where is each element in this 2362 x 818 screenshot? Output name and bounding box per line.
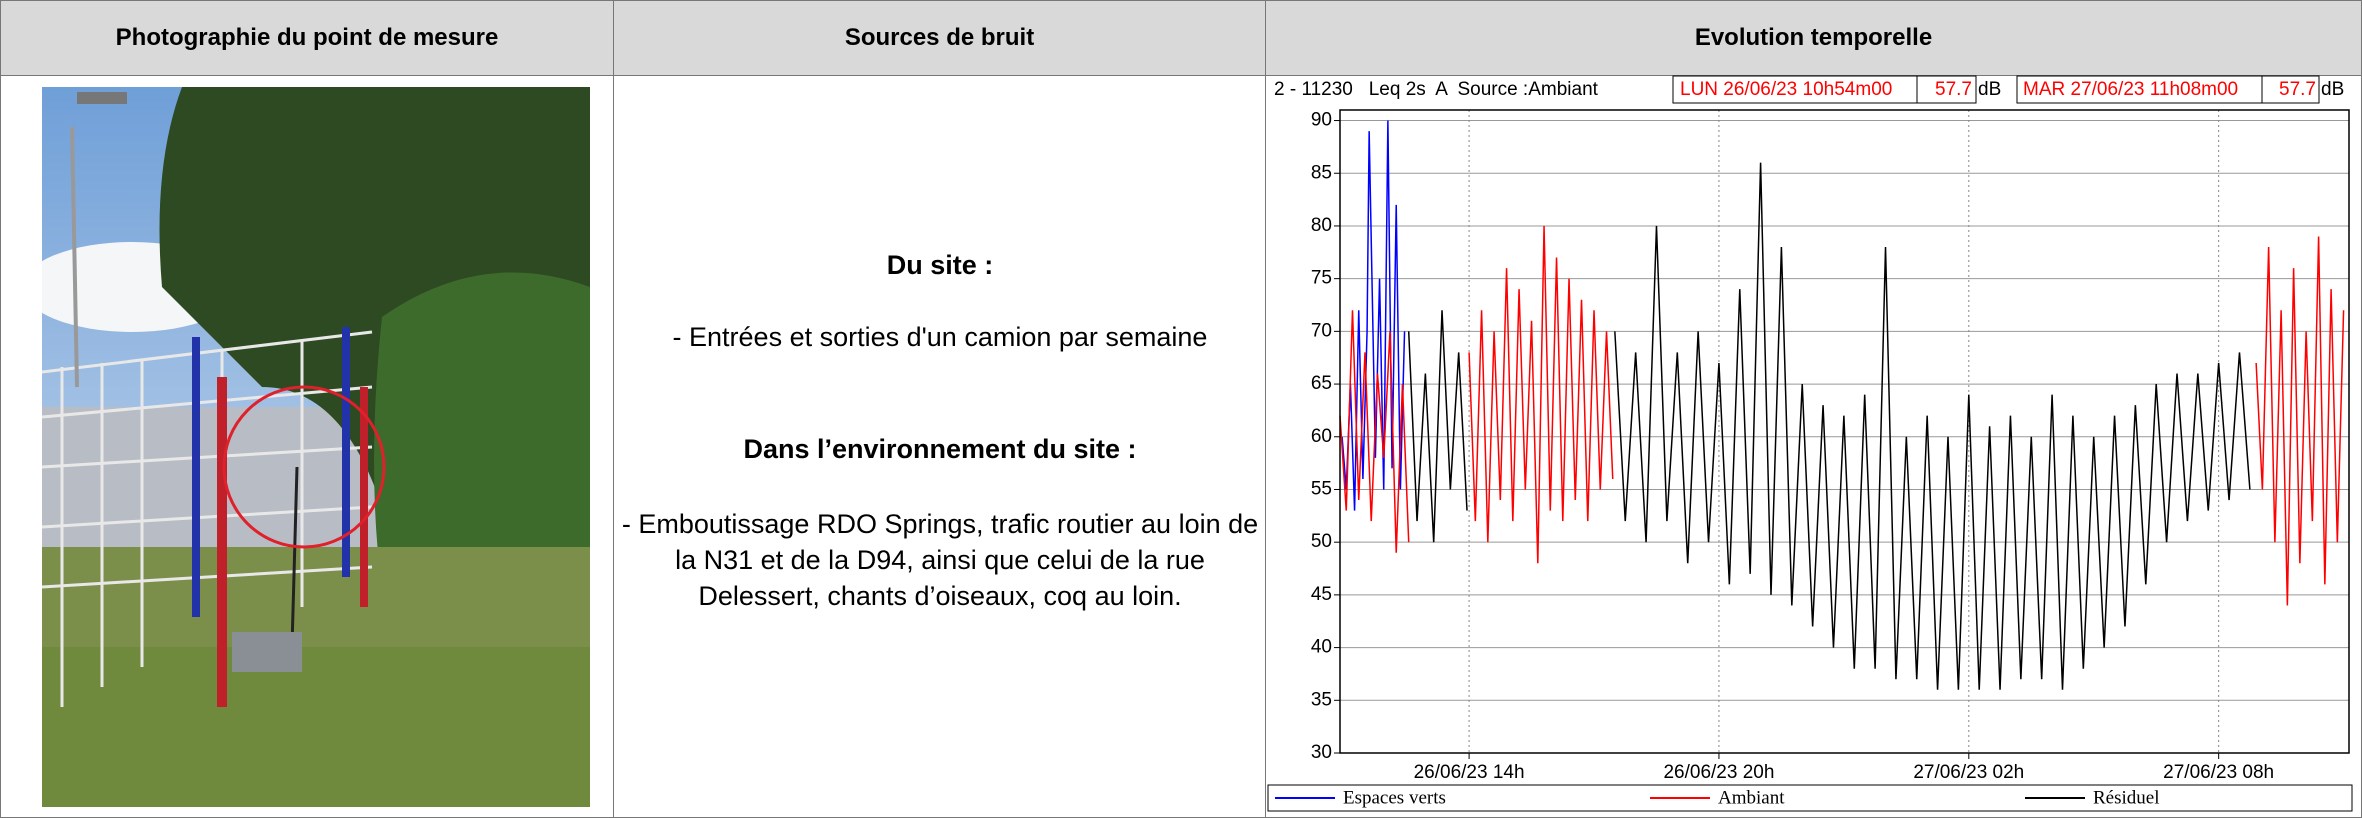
y-tick-label: 45	[1311, 584, 1332, 605]
x-tick-label: 26/06/23 14h	[1414, 762, 1525, 783]
y-tick-label: 80	[1311, 215, 1332, 236]
data-line	[1342, 121, 1404, 511]
legend-label: Résiduel	[2093, 787, 2160, 808]
header-info: 2 - 11230 Leq 2s A Source :Ambiant	[1274, 79, 1599, 100]
y-tick-label: 60	[1311, 426, 1332, 447]
start-label: LUN 26/06/23 10h54m00	[1680, 79, 1892, 100]
y-tick-label: 55	[1311, 478, 1332, 499]
unit: dB	[1978, 79, 2001, 100]
y-tick-label: 30	[1311, 742, 1332, 763]
page: Photographie du point de mesure Sources …	[0, 0, 2362, 818]
y-tick-label: 40	[1311, 637, 1332, 658]
y-tick-label: 75	[1311, 268, 1332, 289]
unit: dB	[2321, 79, 2344, 100]
legend-label: Ambiant	[1718, 787, 1785, 808]
y-tick-label: 65	[1311, 373, 1332, 394]
y-tick-label: 70	[1311, 320, 1332, 341]
end-label: MAR 27/06/23 11h08m00	[2023, 79, 2238, 100]
end-value: 57.7	[2279, 79, 2316, 100]
y-tick-label: 50	[1311, 531, 1332, 552]
y-tick-label: 35	[1311, 689, 1332, 710]
y-tick-label: 90	[1311, 110, 1332, 131]
start-value: 57.7	[1935, 79, 1972, 100]
data-line	[1615, 163, 2250, 690]
data-line	[1469, 226, 1613, 563]
legend-label: Espaces verts	[1343, 787, 1446, 808]
x-tick-label: 27/06/23 02h	[1913, 762, 2024, 783]
x-tick-label: 27/06/23 08h	[2163, 762, 2274, 783]
data-line	[2256, 236, 2343, 605]
y-tick-label: 85	[1311, 162, 1332, 183]
chart: 2 - 11230 Leq 2s A Source :Ambiant LUN 2…	[0, 0, 2362, 818]
x-tick-label: 26/06/23 20h	[1663, 762, 1774, 783]
data-line	[1409, 310, 1467, 542]
